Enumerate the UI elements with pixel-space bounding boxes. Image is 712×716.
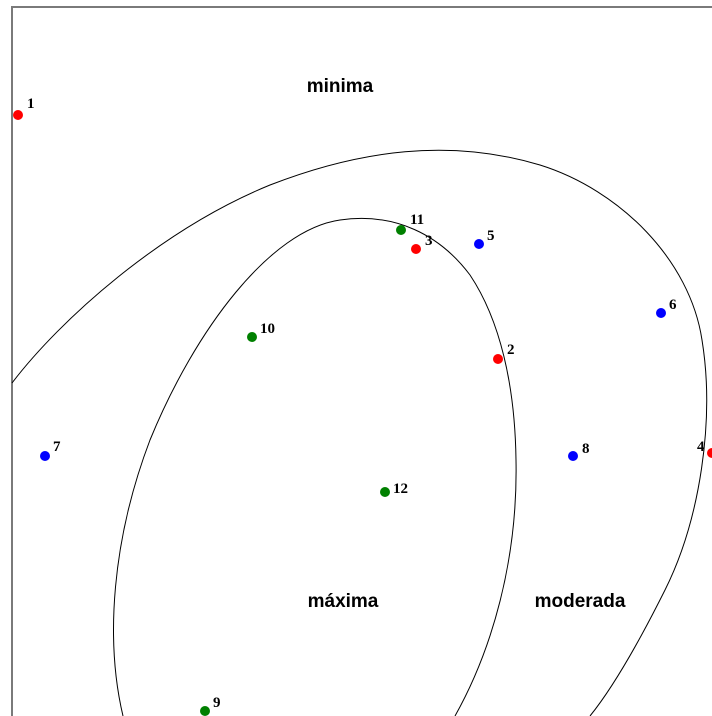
point-10-label: 10 [260,321,275,337]
region-label-minima: minima [307,76,374,97]
plot-frame [11,6,712,716]
outer-boundary-curve [11,149,708,716]
point-3-marker [411,244,421,254]
point-7-label: 7 [53,439,61,455]
point-5-label: 5 [487,228,495,244]
point-2-marker [493,354,503,364]
point-1-marker [13,110,23,120]
point-2-label: 2 [507,342,515,358]
point-9-marker [200,706,210,716]
point-4-label: 4 [697,439,705,455]
point-12-marker [380,487,390,497]
point-3-label: 3 [425,233,433,249]
point-11-label: 11 [410,212,424,228]
region-label-maxima: máxima [308,591,379,612]
point-9-label: 9 [213,695,221,711]
point-8-label: 8 [582,441,590,457]
point-12-label: 12 [393,481,408,497]
point-8-marker [568,451,578,461]
point-4-marker [707,448,712,458]
point-1-label: 1 [27,96,35,112]
point-11-marker [396,225,406,235]
point-5-marker [474,239,484,249]
point-6-marker [656,308,666,318]
point-7-marker [40,451,50,461]
inner-boundary-curve [113,217,517,716]
region-label-moderada: moderada [535,591,626,612]
point-10-marker [247,332,257,342]
point-6-label: 6 [669,297,677,313]
